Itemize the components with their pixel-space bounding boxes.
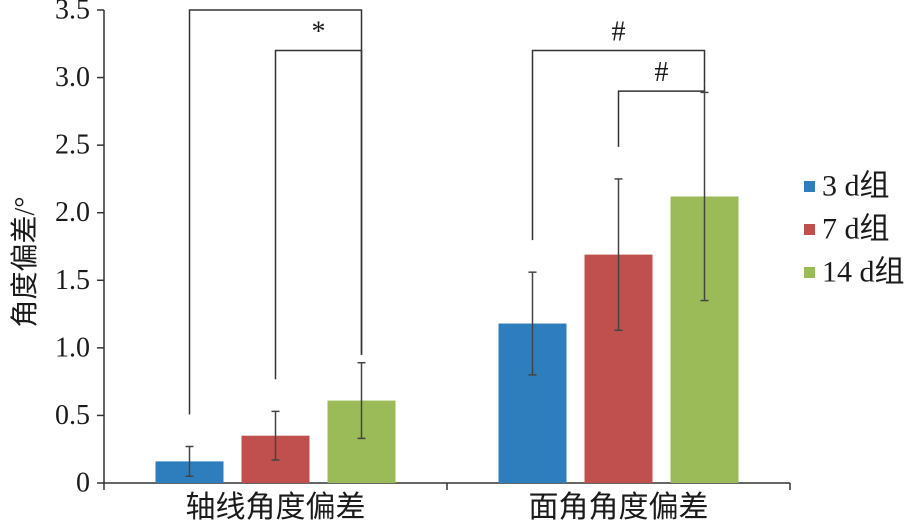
y-ticks: 0 0.5 1.0 1.5 2.0 2.5 3.0 3.5 <box>55 0 104 499</box>
legend-swatch <box>804 267 815 278</box>
significance-label: # <box>612 17 626 48</box>
category-labels: 轴线角度偏差 面角角度偏差 <box>186 491 709 524</box>
category-label: 轴线角度偏差 <box>186 491 366 524</box>
significance-bracket <box>188 9 363 415</box>
legend-swatch <box>804 224 815 235</box>
legend-label: 3 d组 <box>822 170 890 203</box>
significance-bracket <box>617 84 706 147</box>
legend-label: 14 d组 <box>822 256 905 289</box>
y-tick-label: 1.5 <box>55 265 90 296</box>
y-tick-label: 3.0 <box>55 62 90 93</box>
significance-bracket <box>531 49 706 241</box>
y-tick-label: 2.0 <box>55 197 90 228</box>
y-tick-label: 1.0 <box>55 332 90 363</box>
legend-swatch <box>804 181 815 192</box>
significance-bracket <box>274 49 363 380</box>
error-bars <box>185 91 709 477</box>
y-tick-label: 2.5 <box>55 130 90 161</box>
y-tick-label: 0.5 <box>55 400 90 431</box>
y-tick-label: 0 <box>76 468 90 499</box>
legend: 3 d组 7 d组 14 d组 <box>804 170 905 289</box>
y-tick-label: 3.5 <box>55 0 90 26</box>
significance-brackets: * * # # <box>188 0 706 415</box>
significance-label: * <box>312 17 326 48</box>
bars <box>155 196 739 484</box>
y-axis-title: 角度偏差/° <box>9 197 41 328</box>
significance-label: * <box>269 0 283 7</box>
category-label: 面角角度偏差 <box>529 491 709 524</box>
legend-label: 7 d组 <box>822 213 890 246</box>
significance-label: # <box>655 57 669 88</box>
